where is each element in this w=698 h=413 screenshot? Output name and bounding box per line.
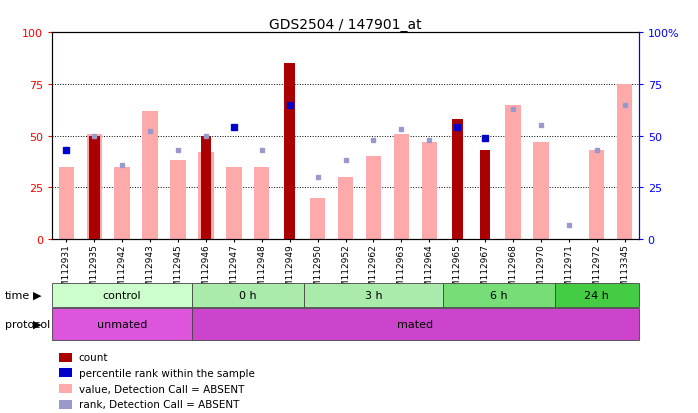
Bar bbox=[310, 198, 325, 240]
Bar bbox=[480, 151, 491, 240]
Text: control: control bbox=[103, 290, 142, 300]
Text: value, Detection Call = ABSENT: value, Detection Call = ABSENT bbox=[79, 384, 244, 394]
Text: 24 h: 24 h bbox=[584, 290, 609, 300]
Bar bbox=[394, 134, 409, 240]
Text: 3 h: 3 h bbox=[364, 290, 383, 300]
Text: unmated: unmated bbox=[97, 319, 147, 329]
FancyBboxPatch shape bbox=[555, 283, 639, 307]
Bar bbox=[452, 120, 463, 240]
Bar bbox=[533, 142, 549, 240]
Bar bbox=[114, 167, 130, 240]
Bar bbox=[366, 157, 381, 240]
FancyBboxPatch shape bbox=[52, 283, 192, 307]
Bar bbox=[589, 151, 604, 240]
Title: GDS2504 / 147901_at: GDS2504 / 147901_at bbox=[269, 18, 422, 32]
Bar bbox=[617, 85, 632, 240]
Text: protocol: protocol bbox=[5, 319, 50, 329]
Bar bbox=[87, 134, 102, 240]
FancyBboxPatch shape bbox=[192, 309, 639, 340]
Text: ▶: ▶ bbox=[33, 290, 41, 300]
Bar bbox=[226, 167, 242, 240]
Bar bbox=[422, 142, 437, 240]
Bar bbox=[89, 136, 100, 240]
Bar bbox=[254, 167, 269, 240]
FancyBboxPatch shape bbox=[192, 283, 304, 307]
FancyBboxPatch shape bbox=[52, 309, 192, 340]
Bar bbox=[284, 64, 295, 240]
Text: 6 h: 6 h bbox=[490, 290, 508, 300]
Text: count: count bbox=[79, 352, 108, 362]
FancyBboxPatch shape bbox=[304, 283, 443, 307]
Text: ▶: ▶ bbox=[33, 319, 41, 329]
Bar bbox=[200, 136, 211, 240]
FancyBboxPatch shape bbox=[443, 283, 555, 307]
Bar bbox=[505, 105, 521, 240]
Bar bbox=[198, 153, 214, 240]
Text: 0 h: 0 h bbox=[239, 290, 257, 300]
Bar bbox=[142, 112, 158, 240]
Text: rank, Detection Call = ABSENT: rank, Detection Call = ABSENT bbox=[79, 399, 239, 409]
Text: time: time bbox=[5, 290, 30, 300]
Bar bbox=[338, 178, 353, 240]
Text: mated: mated bbox=[397, 319, 433, 329]
Bar bbox=[170, 161, 186, 240]
Text: percentile rank within the sample: percentile rank within the sample bbox=[79, 368, 255, 378]
Bar bbox=[59, 167, 74, 240]
